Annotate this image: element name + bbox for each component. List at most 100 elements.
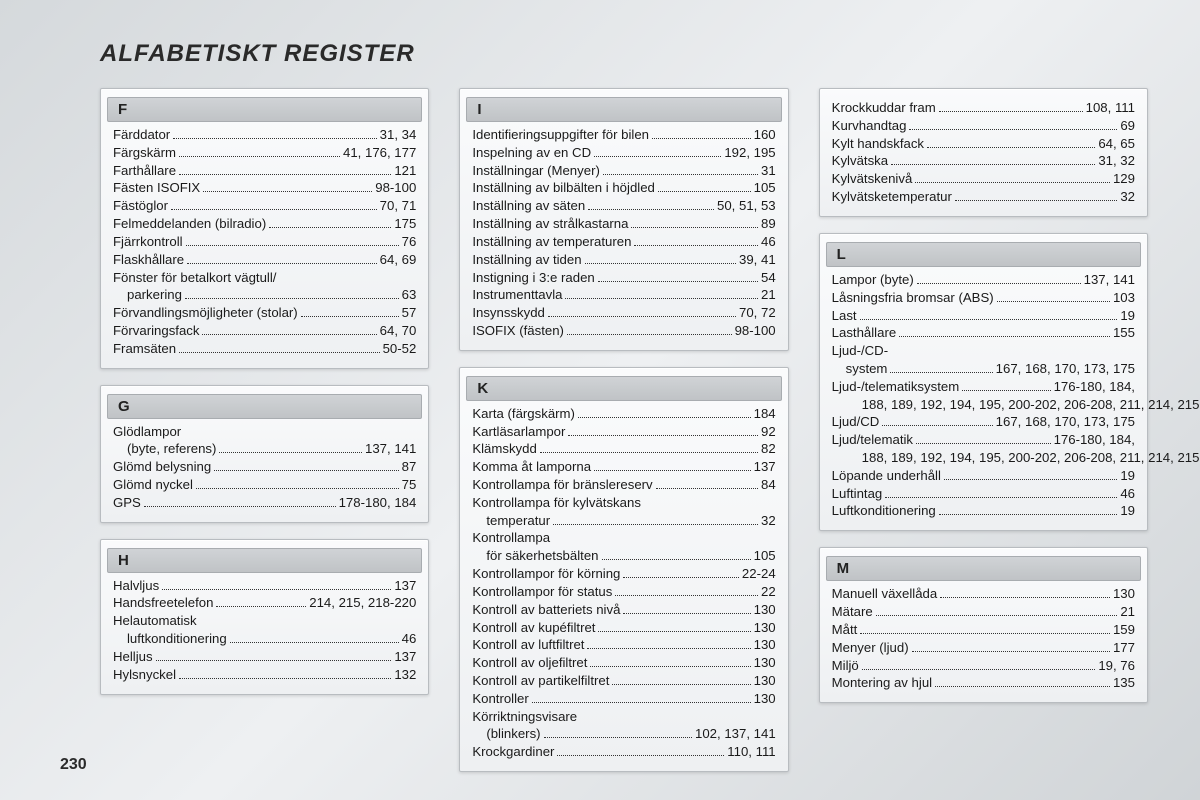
- entry-pages: 155: [1113, 324, 1135, 342]
- entry-pages: 98-100: [735, 322, 776, 340]
- leader-dots: [634, 235, 758, 246]
- entry-label: Inspelning av en CD: [472, 144, 591, 162]
- entry-pages: 130: [754, 601, 776, 619]
- entry-label: Fönster för betalkort vägtull/: [113, 269, 276, 287]
- entry-label: Körriktningsvisare: [472, 708, 577, 726]
- entry-pages: 69: [1120, 117, 1135, 135]
- leader-dots: [916, 434, 1051, 445]
- index-entry: Kylt handskfack64, 65: [832, 135, 1135, 153]
- entry-label: luftkonditionering: [127, 630, 227, 648]
- entry-label: Manuell växellåda: [832, 585, 938, 603]
- entry-label: temperatur: [486, 512, 550, 530]
- entry-label: (byte, referens): [127, 440, 216, 458]
- index-entry: Lasthållare155: [832, 324, 1135, 342]
- entry-pages: 137: [754, 458, 776, 476]
- leader-dots: [553, 514, 758, 525]
- leader-dots: [532, 692, 751, 703]
- entry-pages: 39, 41: [739, 251, 776, 269]
- leader-dots: [301, 307, 399, 318]
- entries-list: Halvljus137Handsfreetelefon214, 215, 218…: [113, 577, 416, 684]
- index-entry: Luftintag46: [832, 485, 1135, 503]
- leader-dots: [876, 606, 1118, 617]
- entry-label: GPS: [113, 494, 141, 512]
- index-entry: temperatur32: [486, 512, 775, 530]
- index-entry: Inställningar (Menyer)31: [472, 162, 775, 180]
- entry-pages: 175: [394, 215, 416, 233]
- leader-dots: [860, 623, 1110, 634]
- entry-pages: 167, 168, 170, 173, 175: [996, 360, 1135, 378]
- entry-label: Kontroll av kupéfiltret: [472, 619, 595, 637]
- entries-list: Manuell växellåda130Mätare 21Mått159Menye…: [832, 585, 1135, 692]
- entry-label: Fästen ISOFIX: [113, 179, 200, 197]
- entry-pages: 46: [402, 630, 417, 648]
- index-entry: Inställning av strålkastarna89: [472, 215, 775, 233]
- leader-dots: [862, 659, 1096, 670]
- entries-list: Färddator31, 34Färgskärm41, 176, 177Fart…: [113, 126, 416, 358]
- section-letter: K: [466, 376, 781, 401]
- index-entry: Halvljus137: [113, 577, 416, 595]
- leader-dots: [196, 478, 399, 489]
- leader-dots: [230, 633, 399, 644]
- index-entry: Förvaringsfack64, 70: [113, 322, 416, 340]
- leader-dots: [915, 173, 1110, 184]
- leader-dots: [216, 597, 306, 608]
- entry-label: Glödlampor: [113, 423, 181, 441]
- index-entry: Helljus137: [113, 648, 416, 666]
- index-columns: FFärddator31, 34Färgskärm41, 176, 177Far…: [100, 88, 1148, 772]
- index-entry: Last19: [832, 307, 1135, 325]
- index-entry: system167, 168, 170, 173, 175: [846, 360, 1135, 378]
- entry-label: Kontrollampa för bränslereserv: [472, 476, 652, 494]
- entry-pages: 31: [761, 162, 776, 180]
- index-entry: Fönster för betalkort vägtull/: [113, 269, 416, 287]
- entry-label: Mätare: [832, 603, 873, 621]
- entry-label: Kylvätsketemperatur: [832, 188, 952, 206]
- index-entry: Kylvätsketemperatur32: [832, 188, 1135, 206]
- leader-dots: [598, 271, 758, 282]
- entry-label: Lampor (byte): [832, 271, 914, 289]
- entry-pages: 31, 32: [1098, 152, 1135, 170]
- index-entry: Helautomatisk: [113, 612, 416, 630]
- entry-pages: 98-100: [375, 179, 416, 197]
- entry-pages: 132: [394, 666, 416, 684]
- entry-label: Last: [832, 307, 857, 325]
- index-entry: Felmeddelanden (bilradio)175: [113, 215, 416, 233]
- entry-label: Farthållare: [113, 162, 176, 180]
- leader-dots: [179, 164, 391, 175]
- entry-pages: 184: [754, 405, 776, 423]
- index-entry: Farthållare121: [113, 162, 416, 180]
- entry-pages: 21: [1120, 603, 1135, 621]
- index-entry: Körriktningsvisare: [472, 708, 775, 726]
- index-entry: Inställning av temperaturen46: [472, 233, 775, 251]
- index-entry: Manuell växellåda130: [832, 585, 1135, 603]
- entry-label: Flaskhållare: [113, 251, 184, 269]
- entry-pages: 87: [402, 458, 417, 476]
- leader-dots: [585, 253, 736, 264]
- index-entry: Instrumenttavla21: [472, 286, 775, 304]
- entry-pages: 70, 72: [739, 304, 776, 322]
- index-entry: Kontroll av partikelfiltret130: [472, 672, 775, 690]
- index-entry: Hylsnyckel132: [113, 666, 416, 684]
- leader-dots: [899, 327, 1110, 338]
- index-entry: Mått159: [832, 621, 1135, 639]
- entry-label: Identifieringsuppgifter för bilen: [472, 126, 649, 144]
- leader-dots: [997, 291, 1110, 302]
- entry-label: Klämskydd: [472, 440, 537, 458]
- index-section: GGlödlampor(byte, referens)137, 141Glömd…: [100, 385, 429, 523]
- entry-label: Inställning av tiden: [472, 251, 581, 269]
- index-entry: Fjärrkontroll76: [113, 233, 416, 251]
- leader-dots: [269, 218, 391, 229]
- leader-dots: [602, 550, 751, 561]
- entry-label: Menyer (ljud): [832, 639, 909, 657]
- index-entry: Miljö19, 76: [832, 657, 1135, 675]
- entry-pages: 135: [1113, 674, 1135, 692]
- entry-label: Kontroll av luftfiltret: [472, 636, 584, 654]
- leader-dots: [587, 639, 750, 650]
- leader-dots: [565, 289, 758, 300]
- leader-dots: [882, 416, 992, 427]
- leader-dots: [185, 289, 399, 300]
- entries-list: Identifieringsuppgifter för bilen160Insp…: [472, 126, 775, 340]
- entry-pages: 41, 176, 177: [343, 144, 416, 162]
- entry-pages: 167, 168, 170, 173, 175: [996, 413, 1135, 431]
- index-entry: ISOFIX (fästen)98-100: [472, 322, 775, 340]
- leader-dots: [557, 746, 724, 757]
